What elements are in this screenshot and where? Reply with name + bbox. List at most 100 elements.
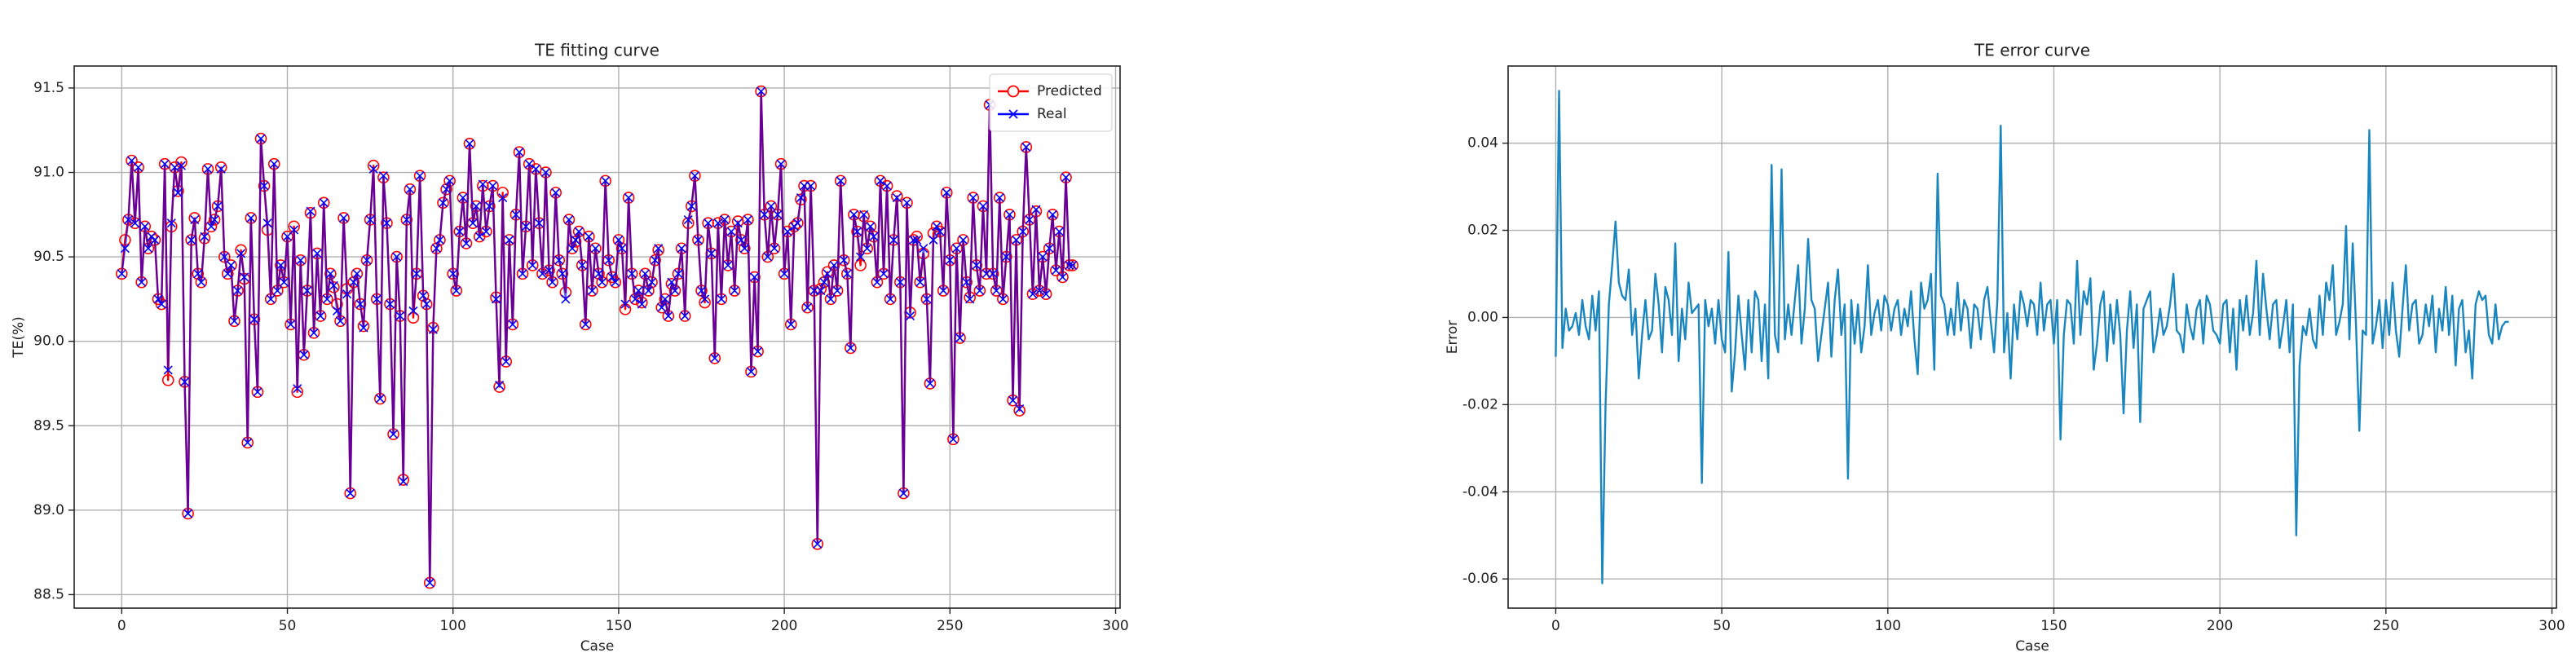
marker-x xyxy=(203,164,213,174)
marker-x xyxy=(849,210,859,219)
marker-x xyxy=(434,235,445,245)
marker-x xyxy=(521,222,531,232)
legend: Predicted Real xyxy=(989,73,1113,132)
y-tick-label: -0.04 xyxy=(1462,483,1498,500)
marker-x xyxy=(739,244,749,254)
marker-x xyxy=(802,302,813,312)
x-tick-label: 200 xyxy=(2207,618,2233,634)
marker-x xyxy=(680,311,690,321)
marker-x xyxy=(206,222,216,232)
marker-x xyxy=(471,201,481,211)
marker-x xyxy=(836,176,845,186)
marker-x xyxy=(286,320,296,329)
marker-x xyxy=(452,285,461,296)
marker-x xyxy=(346,488,355,498)
marker-x xyxy=(584,232,593,241)
marker-x xyxy=(611,277,620,287)
marker-x xyxy=(593,269,604,279)
marker-x xyxy=(746,367,756,377)
marker-x xyxy=(405,184,415,194)
marker-x xyxy=(1061,173,1071,183)
marker-x xyxy=(972,260,981,271)
marker-x xyxy=(425,578,434,588)
marker-x xyxy=(991,285,1001,296)
marker-x xyxy=(474,232,484,241)
legend-label: Predicted xyxy=(1037,83,1102,99)
axes-background xyxy=(74,66,1120,608)
marker-x xyxy=(501,356,511,367)
marker-x xyxy=(259,181,269,191)
y-axis-label: Error xyxy=(1445,320,1461,354)
marker-x xyxy=(852,227,862,236)
marker-x xyxy=(458,193,468,203)
marker-x xyxy=(898,488,908,498)
marker-x xyxy=(545,266,554,276)
marker-x xyxy=(240,272,249,282)
marker-x xyxy=(276,260,285,271)
marker-x xyxy=(915,277,925,287)
marker-x xyxy=(620,299,630,309)
legend-marker xyxy=(1008,109,1018,119)
marker-x xyxy=(378,171,388,181)
x-tick-label: 300 xyxy=(1102,618,1128,634)
series-line xyxy=(1555,90,2509,584)
marker-x xyxy=(319,198,329,208)
marker-x xyxy=(895,277,905,287)
marker-x xyxy=(704,218,713,228)
marker-x xyxy=(749,272,760,282)
marker-x xyxy=(720,214,730,225)
marker-x xyxy=(1057,272,1068,282)
marker-x xyxy=(508,320,518,329)
marker-x xyxy=(975,285,985,296)
marker-x xyxy=(299,350,309,359)
marker-x xyxy=(938,285,948,296)
marker-x xyxy=(190,214,200,225)
marker-x xyxy=(736,235,746,245)
marker-x xyxy=(561,294,571,304)
legend-label: Real xyxy=(1037,106,1067,122)
marker-x xyxy=(872,277,882,287)
marker-x xyxy=(577,260,587,271)
marker-x xyxy=(325,269,335,279)
y-tick-label: 89.0 xyxy=(33,502,64,518)
plot-area xyxy=(1555,90,2509,584)
marker-x xyxy=(637,299,646,309)
marker-x xyxy=(998,294,1008,304)
marker-x xyxy=(289,225,299,235)
marker-x xyxy=(657,302,667,312)
marker-x xyxy=(223,269,232,279)
y-axis-label: TE(%) xyxy=(11,316,27,359)
marker-x xyxy=(527,260,537,271)
marker-x xyxy=(408,306,418,315)
marker-x xyxy=(664,311,673,321)
axes-background xyxy=(1508,66,2556,608)
y-tick-label: 89.5 xyxy=(33,417,64,434)
marker-x xyxy=(601,176,611,186)
marker-x xyxy=(392,252,402,262)
marker-x xyxy=(229,316,240,326)
marker-x xyxy=(673,269,683,279)
marker-x xyxy=(633,285,643,296)
marker-x xyxy=(511,210,521,219)
marker-x xyxy=(643,285,654,296)
marker-x xyxy=(882,181,892,191)
marker-x xyxy=(604,255,614,265)
marker-x xyxy=(428,324,438,334)
marker-x xyxy=(912,235,922,245)
marker-x xyxy=(309,328,319,337)
marker-x xyxy=(269,159,279,169)
x-tick-label: 150 xyxy=(606,618,632,634)
marker-x xyxy=(922,294,932,304)
marker-x xyxy=(481,227,491,236)
marker-x xyxy=(683,214,693,225)
marker-x xyxy=(372,294,382,304)
marker-x xyxy=(823,269,832,279)
marker-x xyxy=(770,244,779,254)
marker-x xyxy=(262,218,272,228)
marker-x xyxy=(352,269,362,279)
marker-x xyxy=(531,164,540,174)
marker-x xyxy=(929,235,938,245)
marker-x xyxy=(856,252,866,262)
marker-x xyxy=(955,333,965,343)
